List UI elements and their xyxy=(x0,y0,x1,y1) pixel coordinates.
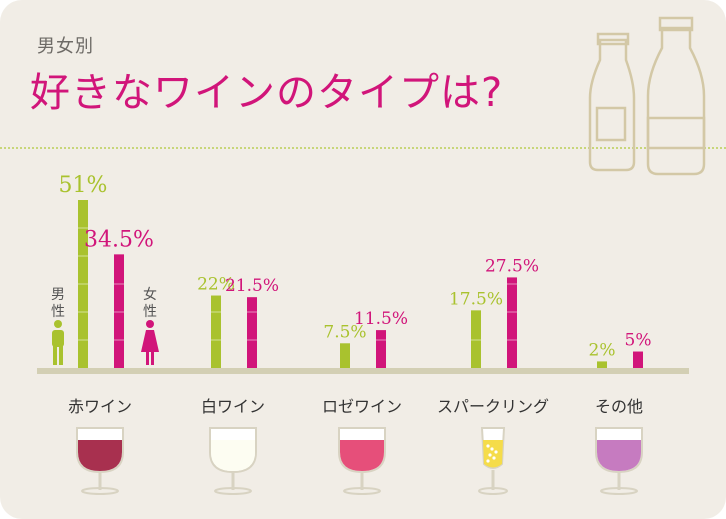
female-label: 女 性 xyxy=(143,287,157,320)
female-bar-3 xyxy=(507,277,517,368)
category-label-2: ロゼワイン xyxy=(321,397,403,416)
subtitle: 男女別 xyxy=(37,36,94,57)
wine-glass-icon-1 xyxy=(209,427,257,495)
category-label-3: スパークリング xyxy=(436,397,550,416)
male-value-label-2: 7.5% xyxy=(323,322,366,342)
bottle-small-label-icon xyxy=(595,106,627,142)
male-value-label-3: 17.5% xyxy=(449,289,503,309)
bottle-large-icon xyxy=(646,26,706,176)
male-value-label-1: 22% xyxy=(197,275,235,295)
category-label-4: その他 xyxy=(594,397,644,416)
female-value-label-1: 21.5% xyxy=(225,276,279,296)
male-value-label-0: 51% xyxy=(59,173,108,198)
bottle-large-cork-icon xyxy=(658,16,694,32)
male-figure-icon xyxy=(52,320,64,365)
female-value-label-3: 27.5% xyxy=(485,256,539,276)
female-bar-1 xyxy=(247,297,257,368)
male-bar-2 xyxy=(340,343,350,368)
female-value-label-2: 11.5% xyxy=(354,309,408,329)
male-value-label-4: 2% xyxy=(589,340,616,360)
category-label-1: 白ワイン xyxy=(200,397,266,416)
female-bar-0 xyxy=(114,254,124,368)
bars-layer: 51% 22% 7.5% 17.5% 2% 34.5% 21.5% 11.5% 27.5% 5% xyxy=(59,173,652,368)
wine-glass-icon-4 xyxy=(595,427,643,495)
flute-glass-icon-3 xyxy=(478,427,508,495)
wine-glass-icon-0 xyxy=(76,427,124,495)
bottle-large-label-icon xyxy=(646,116,706,150)
category-label-0: 赤ワイン xyxy=(67,397,133,416)
page-title: 好きなワインのタイプは? xyxy=(30,70,504,116)
female-bar-2 xyxy=(376,330,386,368)
wine-glass-icon-2 xyxy=(338,427,386,495)
bottle-small-cork-icon xyxy=(596,32,630,46)
bottles-illustration xyxy=(588,16,706,176)
bottle-small-icon xyxy=(588,38,636,172)
female-value-label-0: 34.5% xyxy=(84,227,154,252)
female-value-label-4: 5% xyxy=(625,331,652,351)
female-figure-icon xyxy=(141,320,159,365)
male-bar-3 xyxy=(471,310,481,368)
male-label: 男 性 xyxy=(51,287,65,320)
male-bar-4 xyxy=(597,361,607,368)
glasses-layer xyxy=(76,427,643,495)
chart-baseline xyxy=(37,368,689,374)
female-bar-4 xyxy=(633,351,643,368)
male-bar-1 xyxy=(211,295,221,368)
